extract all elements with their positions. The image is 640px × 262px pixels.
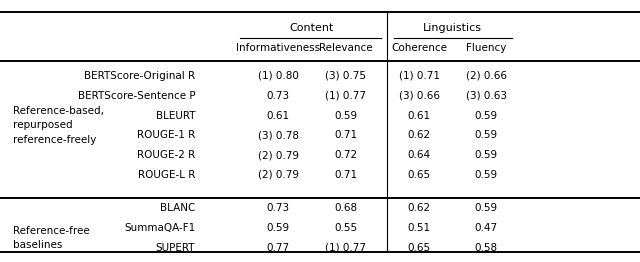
Text: (3) 0.63: (3) 0.63 [466,91,507,101]
Text: 0.59: 0.59 [475,111,498,121]
Text: 0.73: 0.73 [267,91,290,101]
Text: 0.47: 0.47 [475,223,498,233]
Text: 0.71: 0.71 [334,170,357,180]
Text: 0.51: 0.51 [408,223,431,233]
Text: (1) 0.77: (1) 0.77 [325,91,366,101]
Text: 0.58: 0.58 [475,243,498,253]
Text: (1) 0.77: (1) 0.77 [325,243,366,253]
Text: Informativeness: Informativeness [236,43,321,53]
Text: Reference-based,
repurposed
reference-freely: Reference-based, repurposed reference-fr… [13,106,104,145]
Text: 0.65: 0.65 [408,170,431,180]
Text: 0.61: 0.61 [267,111,290,121]
Text: Linguistics: Linguistics [423,23,482,32]
Text: Fluency: Fluency [466,43,507,53]
Text: SummaQA-F1: SummaQA-F1 [124,223,195,233]
Text: (1) 0.71: (1) 0.71 [399,71,440,81]
Text: Reference-free
baselines: Reference-free baselines [13,226,90,250]
Text: Content: Content [289,23,334,32]
Text: 0.77: 0.77 [267,243,290,253]
Text: BLEURT: BLEURT [156,111,195,121]
Text: (2) 0.66: (2) 0.66 [466,71,507,81]
Text: ROUGE-2 R: ROUGE-2 R [137,150,195,160]
Text: 0.61: 0.61 [408,111,431,121]
Text: 0.59: 0.59 [334,111,357,121]
Text: 0.55: 0.55 [334,223,357,233]
Text: Relevance: Relevance [319,43,372,53]
Text: SUPERT: SUPERT [156,243,195,253]
Text: 0.59: 0.59 [475,170,498,180]
Text: (3) 0.75: (3) 0.75 [325,71,366,81]
Text: (2) 0.79: (2) 0.79 [258,170,299,180]
Text: BERTScore-Sentence P: BERTScore-Sentence P [77,91,195,101]
Text: 0.72: 0.72 [334,150,357,160]
Text: (3) 0.66: (3) 0.66 [399,91,440,101]
Text: 0.65: 0.65 [408,243,431,253]
Text: 0.59: 0.59 [475,130,498,140]
Text: (3) 0.78: (3) 0.78 [258,130,299,140]
Text: 0.62: 0.62 [408,203,431,213]
Text: BERTScore-Original R: BERTScore-Original R [84,71,195,81]
Text: 0.68: 0.68 [334,203,357,213]
Text: 0.64: 0.64 [408,150,431,160]
Text: Coherence: Coherence [391,43,447,53]
Text: 0.62: 0.62 [408,130,431,140]
Text: BLANC: BLANC [160,203,195,213]
Text: ROUGE-1 R: ROUGE-1 R [137,130,195,140]
Text: ROUGE-L R: ROUGE-L R [138,170,195,180]
Text: 0.71: 0.71 [334,130,357,140]
Text: 0.59: 0.59 [475,150,498,160]
Text: 0.73: 0.73 [267,203,290,213]
Text: (2) 0.79: (2) 0.79 [258,150,299,160]
Text: 0.59: 0.59 [475,203,498,213]
Text: (1) 0.80: (1) 0.80 [258,71,299,81]
Text: 0.59: 0.59 [267,223,290,233]
